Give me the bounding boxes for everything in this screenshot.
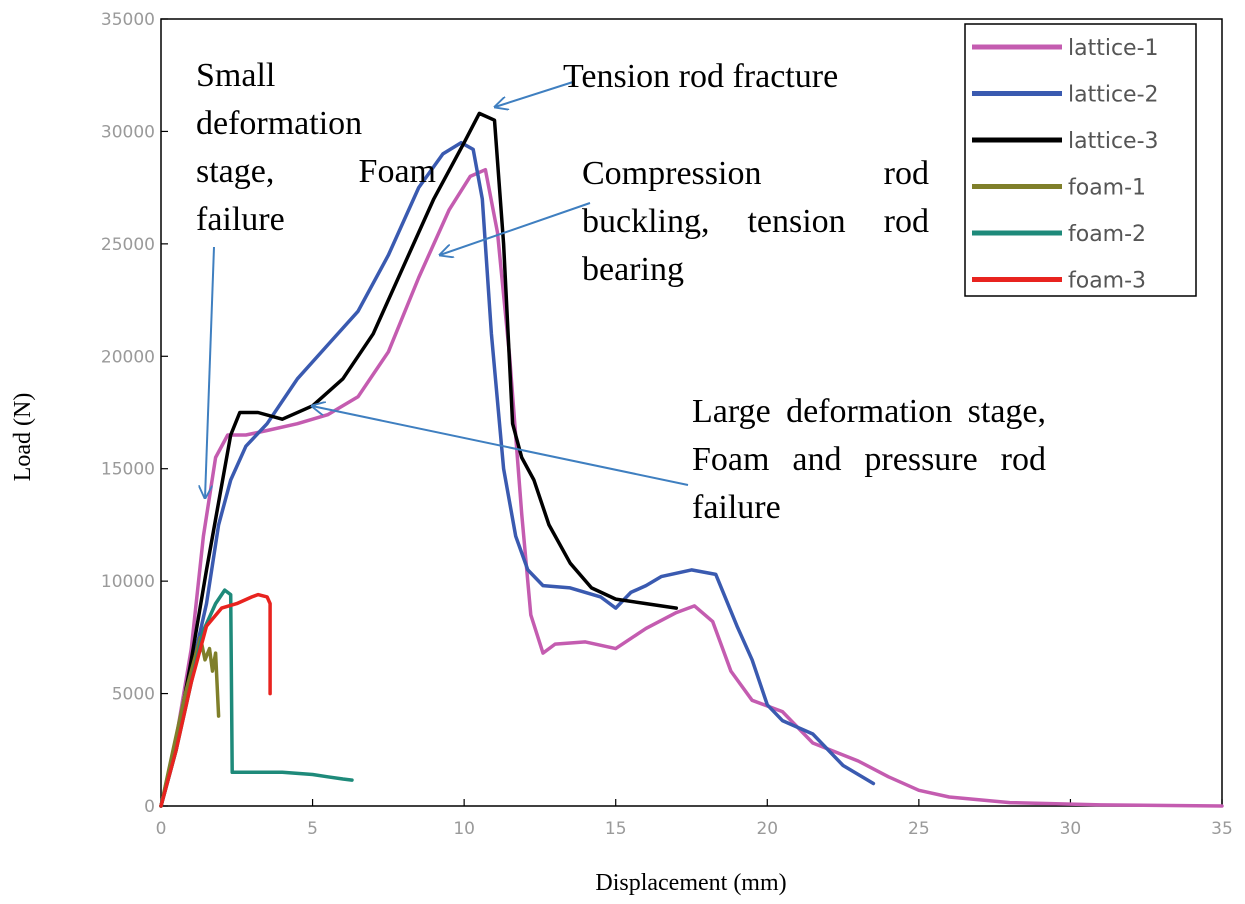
y-tick-label: 10000: [101, 572, 155, 592]
legend-label-lattice-1: lattice-1: [1068, 36, 1159, 61]
x-tick-label: 10: [453, 819, 475, 839]
y-tick-label: 15000: [101, 460, 155, 480]
y-tick-label: 20000: [101, 347, 155, 367]
x-tick-label: 25: [908, 819, 930, 839]
axes: 0 5 10 15 20 25 30 35 0 5000 10000 15000 20000 25000 3…: [101, 10, 1233, 839]
legend-box: [964, 23, 1197, 297]
x-axis-title: Displacement (mm): [595, 870, 786, 896]
legend-label-foam-2: foam-2: [1068, 222, 1146, 247]
y-tick-label: 5000: [112, 685, 155, 705]
x-tick-label: 15: [605, 819, 627, 839]
series-line-lattice-2: [159, 140, 876, 808]
y-tick-label: 0: [144, 797, 155, 817]
series-group: [159, 111, 1224, 808]
annotation-tension-fracture: Tension rod fracture: [563, 58, 839, 95]
series-line-lattice-1: [159, 167, 1224, 808]
annotation-arrows: [205, 81, 689, 498]
x-tick-label: 20: [756, 819, 778, 839]
arrow-large-deformation: [312, 406, 689, 486]
legend-label-lattice-2: lattice-2: [1068, 83, 1159, 108]
annotation-small-deformation: Small deformation stage, Foam failure: [196, 57, 436, 238]
series-line-foam-1: [159, 635, 221, 808]
series-line-foam-3: [159, 592, 272, 808]
y-tick-label: 35000: [101, 10, 155, 30]
arrow-compression-buckling: [440, 202, 591, 255]
x-tick-label: 35: [1211, 819, 1233, 839]
arrow-tension-fracture: [495, 81, 574, 107]
x-tick-label: 5: [307, 819, 318, 839]
x-tick-label: 0: [156, 819, 167, 839]
legend-label-foam-3: foam-3: [1068, 269, 1146, 294]
y-tick-label: 25000: [101, 235, 155, 255]
annotation-compression-buckling: Compression rod buckling, tension rod be…: [582, 155, 929, 288]
arrow-small-deformation: [205, 246, 215, 498]
series-line-lattice-3: [159, 111, 679, 808]
legend: lattice-1 lattice-2 lattice-3 foam-1 foam-2 f…: [964, 23, 1197, 297]
legend-label-lattice-3: lattice-3: [1068, 129, 1159, 154]
annotation-large-deformation: Large deformation stage, Foam and pressu…: [692, 393, 1046, 526]
y-tick-label: 30000: [101, 122, 155, 142]
legend-label-foam-1: foam-1: [1068, 176, 1146, 201]
x-tick-label: 30: [1060, 819, 1082, 839]
y-axis-title: Load (N): [10, 393, 36, 482]
